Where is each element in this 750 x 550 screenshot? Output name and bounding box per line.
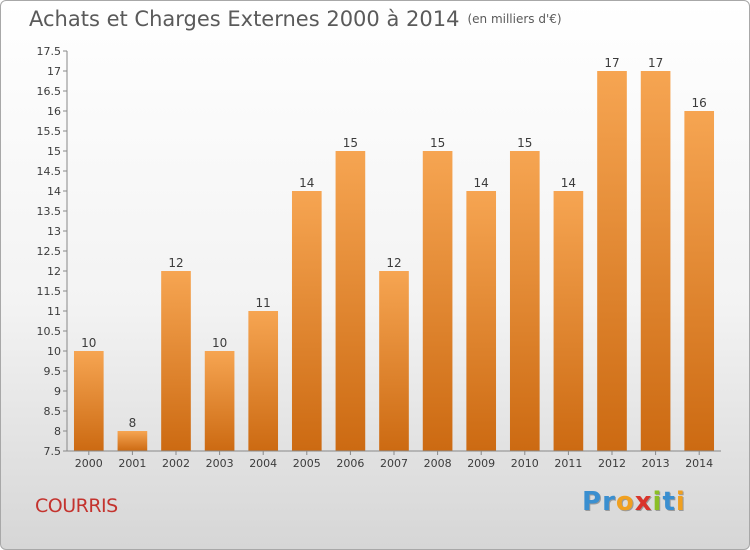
y-tick-label: 8 [54, 425, 61, 438]
bar-value-label: 12 [168, 256, 183, 270]
bar [684, 111, 715, 451]
y-tick-label: 11 [47, 305, 61, 318]
chart-unit-label: (en milliers d'€) [467, 12, 562, 26]
y-tick-label: 12.5 [37, 245, 62, 258]
bar [117, 431, 148, 451]
logo-letter: i [675, 487, 686, 517]
y-tick-label: 15.5 [37, 125, 62, 138]
logo-letter: o [615, 487, 635, 517]
bar-value-label: 15 [517, 136, 532, 150]
bar-value-label: 10 [212, 336, 227, 350]
bar [291, 191, 322, 451]
y-tick-label: 15 [47, 145, 61, 158]
bar [553, 191, 584, 451]
y-tick-label: 9.5 [44, 365, 62, 378]
bar-value-label: 14 [299, 176, 314, 190]
x-tick-label: 2008 [424, 457, 452, 470]
y-tick-label: 11.5 [37, 285, 62, 298]
y-tick-label: 14 [47, 185, 61, 198]
y-tick-label: 10.5 [37, 325, 62, 338]
town-name: COURRIS [35, 495, 118, 517]
chart-title-text: Achats et Charges Externes 2000 à 2014 [29, 7, 460, 31]
x-tick-label: 2011 [554, 457, 582, 470]
y-tick-label: 7.5 [44, 445, 62, 458]
y-tick-label: 12 [47, 265, 61, 278]
bar [509, 151, 540, 451]
logo-letter: r [602, 487, 616, 517]
x-tick-label: 2003 [206, 457, 234, 470]
bar-value-label: 17 [648, 56, 663, 70]
bar [466, 191, 497, 451]
bars-group: 10 8 12 10 11 14 15 12 15 14 15 14 17 17 16 [73, 56, 715, 451]
y-tick-label: 10 [47, 345, 61, 358]
x-tick-label: 2005 [293, 457, 321, 470]
x-tick-label: 2013 [642, 457, 670, 470]
y-tick-label: 9 [54, 385, 61, 398]
bar-value-label: 14 [474, 176, 489, 190]
bar-value-label: 10 [81, 336, 96, 350]
y-tick-label: 13 [47, 225, 61, 238]
logo-letter: i [652, 487, 663, 517]
y-tick-label: 17 [47, 65, 61, 78]
bar [597, 71, 627, 451]
proxiti-logo[interactable]: Proxiti [582, 487, 686, 517]
bar-value-label: 15 [343, 136, 358, 150]
logo-letter: x [634, 487, 653, 517]
y-tick-label: 8.5 [44, 405, 62, 418]
chart-title: Achats et Charges Externes 2000 à 2014 (e… [29, 7, 562, 31]
bar [248, 311, 279, 451]
bar-value-label: 17 [604, 56, 619, 70]
bar [422, 151, 453, 451]
bar-value-label: 11 [256, 296, 271, 310]
x-tick-label: 2012 [598, 457, 626, 470]
bar-value-label: 8 [129, 416, 137, 430]
x-tick-label: 2002 [162, 457, 190, 470]
bar [335, 151, 366, 451]
bar [640, 71, 671, 451]
axes-group: 7.5 8 8.5 9 9.5 10 10.5 11 11.5 12 12.5 13 13.5 14 14.… [37, 45, 721, 470]
x-tick-label: 2007 [380, 457, 408, 470]
x-tick-label: 2004 [249, 457, 277, 470]
y-tick-label: 16.5 [37, 85, 62, 98]
bar [204, 351, 235, 451]
y-tick-label: 16 [47, 105, 61, 118]
x-tick-label: 2001 [118, 457, 146, 470]
logo-letter: t [662, 487, 676, 517]
x-tick-label: 2010 [511, 457, 539, 470]
x-tick-label: 2014 [685, 457, 713, 470]
x-tick-label: 2009 [467, 457, 495, 470]
bar-value-label: 12 [386, 256, 401, 270]
bar-value-label: 15 [430, 136, 445, 150]
bar-value-label: 14 [561, 176, 576, 190]
logo-letter: P [582, 487, 603, 517]
y-tick-label: 13.5 [37, 205, 62, 218]
bar [73, 351, 104, 451]
bar [161, 271, 191, 451]
x-tick-label: 2000 [75, 457, 103, 470]
bar [379, 271, 409, 451]
bar-value-label: 16 [692, 96, 707, 110]
y-tick-label: 14.5 [37, 165, 62, 178]
y-tick-label: 17.5 [37, 45, 62, 58]
x-tick-label: 2006 [336, 457, 364, 470]
